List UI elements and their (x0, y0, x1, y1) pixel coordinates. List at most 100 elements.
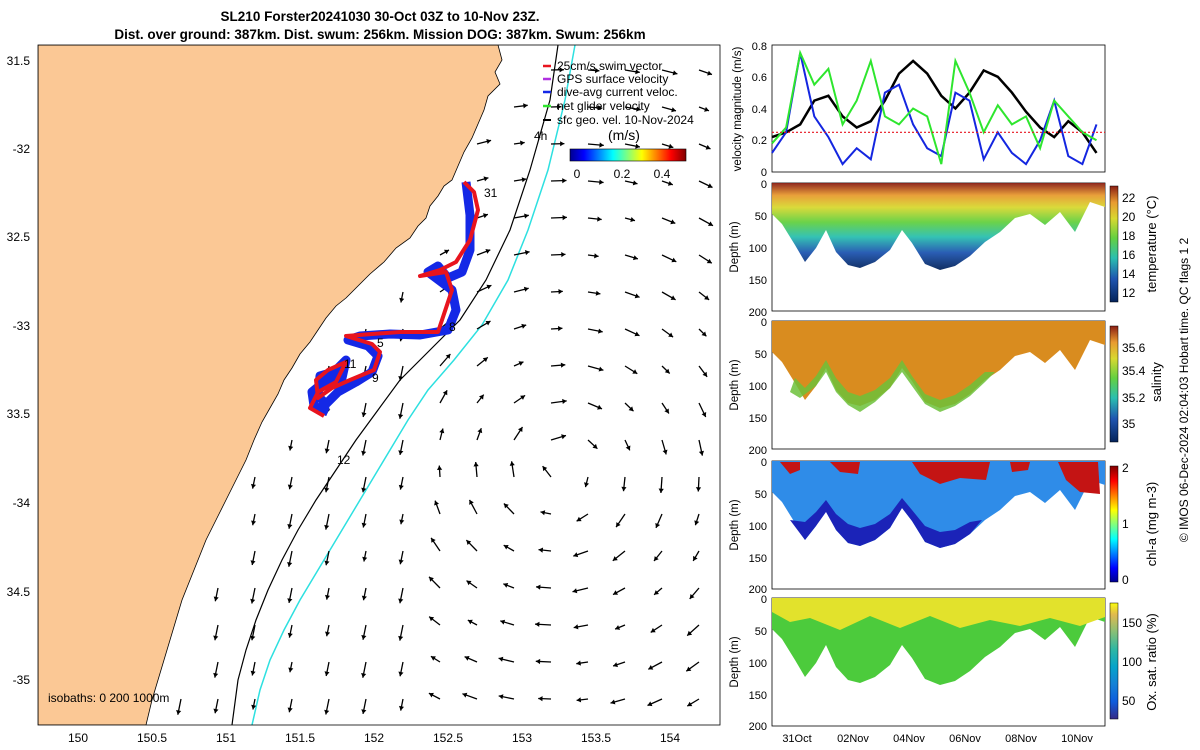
credit-line: © IMOS 06-Dec-2024 02:04:03 Hobart time.… (1177, 238, 1191, 543)
velocity-arrowhead (560, 141, 565, 147)
velocity-arrowhead (466, 580, 472, 586)
salinity-cbar-label: salinity (1149, 362, 1164, 402)
velocity-arrowhead (597, 105, 603, 111)
map-xtick-0: 150 (68, 731, 88, 745)
velocity-arrowhead (398, 598, 404, 604)
velocity-arrowhead (462, 692, 468, 698)
velocity-arrowhead (518, 361, 524, 366)
map-y-ticks: 31.5 -32 32.5 -33 33.5 -34 34.5 -35 (7, 54, 31, 687)
velocity-arrowhead (524, 213, 529, 219)
velocity-arrowhead (287, 484, 293, 490)
velocity-arrowhead (634, 331, 640, 337)
velocity-arrowhead (535, 658, 541, 665)
velocity-arrowhead (594, 253, 599, 259)
temp-colorbar (1109, 185, 1119, 303)
chla-section-deep (790, 498, 982, 548)
velocity-arrowhead (213, 672, 219, 678)
velocity-arrowhead (361, 635, 367, 640)
velocity-arrowhead (562, 178, 567, 184)
velocity-arrowhead (560, 362, 566, 368)
velocity-arrowhead (398, 484, 404, 490)
velocity-arrowhead (561, 434, 566, 440)
velocity-arrowhead (662, 449, 668, 455)
velocity-arrowhead (573, 552, 579, 558)
track-label-9: 9 (372, 371, 379, 385)
temp-section (772, 183, 1105, 270)
velocity-arrowhead (694, 520, 700, 526)
velocity-arrowhead (250, 635, 256, 641)
velocity-series-1 (771, 52, 1098, 166)
chla-surface-bloom (780, 462, 1100, 494)
velocity-arrowhead (324, 448, 330, 454)
velocity-arrowhead (429, 576, 434, 582)
section-depth-labels: Depth (m) Depth (m) Depth (m) Depth (m) (729, 221, 741, 687)
legend-sfc: sfc geo. vel. 10-Nov-2024 (557, 113, 694, 127)
velocity-arrowhead (672, 70, 678, 76)
velocity-plot-area (771, 44, 1106, 173)
velocity-arrowhead (598, 366, 604, 372)
map-xtick-7: 153.5 (581, 731, 611, 745)
velocity-arrowhead (670, 295, 676, 300)
glider-track-red (308, 180, 480, 418)
velocity-arrowhead (693, 555, 698, 561)
temp-cbar-tick-0: 12 (1122, 286, 1136, 300)
chart-title-line1: SL210 Forster20241030 30-Oct 03Z to 10-N… (220, 9, 540, 24)
map-xtick-2: 151 (216, 731, 236, 745)
velocity-arrowhead (542, 466, 548, 472)
isobath-label: isobaths: 0 200 1000m (48, 691, 169, 705)
velocity-arrowhead (361, 709, 367, 714)
map-xtick-4: 152 (364, 731, 384, 745)
chla-ytick-1: 50 (755, 489, 767, 501)
velocity-arrowhead (632, 369, 638, 374)
velocity-arrowhead (598, 328, 603, 334)
oxygen-cbar-label: Ox. sat. ratio (%) (1144, 613, 1159, 711)
velocity-arrowhead (630, 217, 635, 222)
velocity-arrowhead (520, 140, 525, 146)
salinity-section-deep (790, 360, 995, 412)
velocity-arrowhead (287, 632, 293, 638)
oxy-ytick-0: 0 (761, 594, 767, 606)
velocity-arrowhead (430, 656, 436, 661)
velocity-arrowhead (536, 584, 541, 590)
velocity-arrowhead (498, 656, 504, 662)
velocity-arrowhead (671, 257, 677, 263)
velocity-arrowhead (523, 103, 528, 109)
salinity-colorbar (1109, 325, 1119, 443)
legend-swim: 25cm/s swim vector (557, 59, 662, 73)
map-colorbar-tick-2: 0.4 (654, 167, 671, 181)
velocity-arrowhead (701, 331, 707, 337)
velocity-arrowhead (559, 67, 564, 73)
velocity-arrowhead (698, 450, 704, 456)
velocity-arrowhead (654, 556, 659, 561)
velocity-arrowhead (287, 598, 293, 603)
velocity-arrowhead (664, 408, 669, 414)
velocity-arrowhead (633, 255, 638, 261)
velocity-arrowhead (599, 142, 604, 148)
velocity-series-2 (771, 49, 1097, 165)
velocity-arrowhead (509, 461, 515, 466)
chla-cbar-tick-2: 2 (1122, 461, 1129, 475)
velocity-arrowhead (599, 179, 604, 185)
vel-ytick-1: 0.2 (752, 135, 767, 147)
map-ytick-6: 34.5 (7, 585, 31, 599)
map-panel: 31 4h 5 8 11 9 12 25cm/s swim vector GPS… (7, 44, 721, 745)
map-xtick-8: 154 (660, 731, 680, 745)
velocity-ylabel: velocity magnitude (m/s) (732, 47, 744, 172)
temp-ylabel: Depth (m) (729, 221, 741, 272)
velocity-arrowhead (398, 635, 404, 641)
velocity-arrowhead (429, 616, 435, 622)
temp-ytick-2: 100 (749, 243, 767, 255)
track-labels: 31 4h 5 8 11 9 12 (337, 129, 547, 467)
velocity-arrowhead (540, 510, 546, 516)
isobath-200m (251, 45, 576, 725)
track-label-11: 11 (344, 357, 357, 371)
temp-cbar-tick-5: 22 (1122, 191, 1136, 205)
temp-cbar-tick-4: 20 (1122, 210, 1136, 224)
velocity-arrowhead (466, 540, 472, 545)
map-x-ticks: 150 150.5 151 151.5 152 152.5 153 153.5 … (68, 731, 680, 745)
velocity-arrowhead (635, 143, 640, 149)
isobath-1000m (231, 45, 559, 725)
velocity-arrowhead (613, 662, 618, 668)
velocity-arrowhead (595, 290, 601, 296)
